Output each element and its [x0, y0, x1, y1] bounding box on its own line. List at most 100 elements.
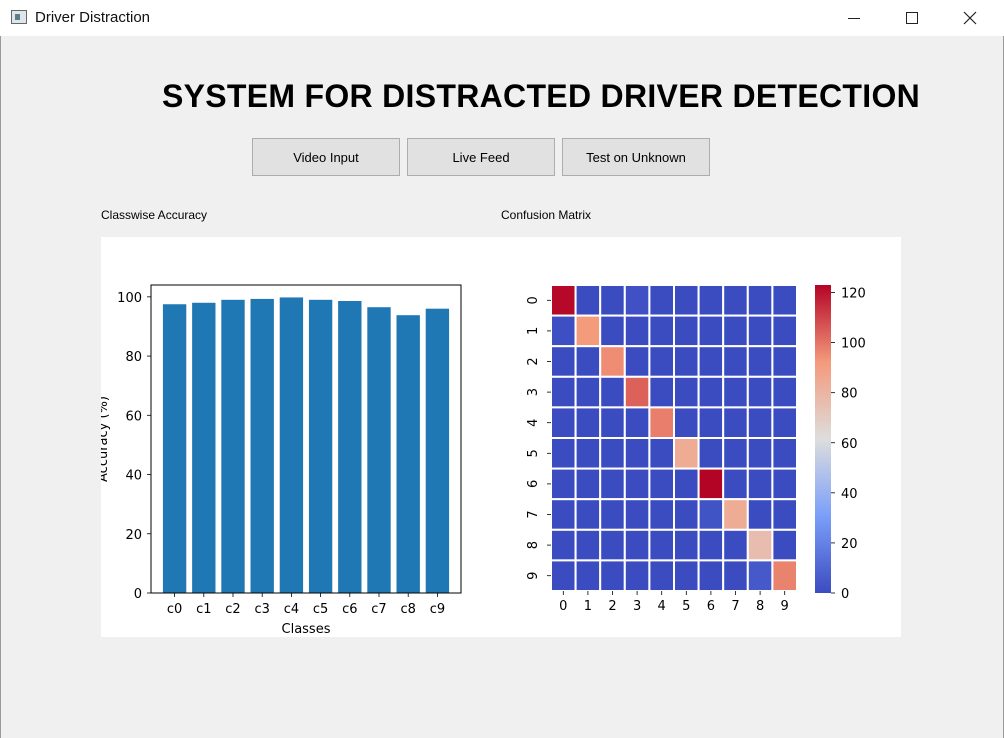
close-button[interactable] [941, 0, 999, 36]
heatmap-cell-2-0 [550, 345, 577, 378]
heatmap-cell-5-9 [771, 437, 799, 470]
x-tick-label-c2: c2 [225, 602, 240, 617]
plot-canvas: c0 c1 c2 c3 c4 c5 c6 c7 c8 c9 0 20 40 60 80 100 Classes A… [96, 237, 901, 637]
heatmap-cell-0-1 [574, 284, 602, 317]
maximize-button[interactable] [883, 0, 941, 36]
colorbar-tick-label-40: 40 [841, 487, 858, 502]
x-tick-label-c3: c3 [254, 602, 269, 617]
heatmap-cell-9-7 [722, 559, 749, 592]
heatmap-cell-3-1 [574, 375, 602, 409]
x-tick-label-c6: c6 [342, 602, 357, 617]
heatmap-cell-7-0 [550, 498, 577, 531]
x-tick-label-c1: c1 [196, 602, 211, 617]
heatmap-cell-7-1 [574, 498, 602, 531]
heatmap-cell-4-9 [771, 406, 799, 439]
heatmap-cell-5-6 [697, 437, 725, 470]
window-title: Driver Distraction [35, 9, 151, 26]
heatmap-cell-4-4 [648, 406, 676, 439]
heatmap-x-tick-label-6: 6 [707, 599, 715, 614]
heatmap-cell-4-3 [623, 406, 651, 439]
heatmap-cell-4-0 [550, 406, 577, 439]
heatmap-cell-2-7 [722, 345, 749, 378]
heatmap-cell-8-1 [574, 528, 602, 562]
y-axis-label: Accuracy (%) [101, 396, 111, 482]
heatmap-cell-8-5 [673, 528, 700, 562]
heatmap-cell-2-3 [623, 345, 651, 378]
window-frame-left [0, 36, 1, 738]
x-tick-label-c8: c8 [400, 602, 415, 617]
heatmap-cell-0-9 [771, 284, 799, 317]
test-on-unknown-button[interactable]: Test on Unknown [562, 138, 710, 176]
heatmap-cell-7-7 [722, 498, 749, 531]
heatmap-cell-9-2 [599, 559, 626, 592]
y-tick-label-0: 0 [134, 587, 142, 602]
heatmap-cell-3-8 [746, 375, 774, 409]
classwise-accuracy-caption: Classwise Accuracy [101, 208, 208, 222]
heatmap-y-tick-label-3: 3 [526, 388, 541, 396]
heatmap-cell-2-9 [771, 345, 799, 378]
page-title: SYSTEM FOR DISTRACTED DRIVER DETECTION [161, 78, 921, 114]
heatmap-cell-0-6 [697, 284, 725, 317]
bar-c5 [308, 299, 333, 593]
bar-c8 [396, 315, 420, 593]
heatmap-cell-0-8 [746, 284, 774, 317]
heatmap-cell-6-5 [673, 467, 700, 501]
heatmap-cell-0-4 [648, 284, 676, 317]
y-tick-label-20: 20 [125, 528, 142, 543]
heatmap-cell-7-3 [623, 498, 651, 531]
heatmap-cell-0-2 [599, 284, 626, 317]
heatmap-cell-0-0 [550, 284, 577, 317]
heatmap-cell-5-7 [722, 437, 749, 470]
heatmap-cell-9-1 [574, 559, 602, 592]
minimize-button[interactable] [825, 0, 883, 36]
heatmap-cell-7-8 [746, 498, 774, 531]
close-icon [963, 11, 977, 25]
heatmap-cell-6-9 [771, 467, 799, 501]
heatmap-cell-4-2 [599, 406, 626, 439]
heatmap-cell-9-8 [746, 559, 774, 592]
heatmap-y-tick-label-2: 2 [526, 357, 541, 365]
heatmap-cell-5-8 [746, 437, 774, 470]
heatmap-cell-1-3 [623, 314, 651, 348]
heatmap-cell-6-2 [599, 467, 626, 501]
heatmap-cell-7-4 [648, 498, 676, 531]
heatmap-x-tick-label-4: 4 [658, 599, 666, 614]
heatmap-cell-1-7 [722, 314, 749, 348]
heatmap-cell-1-0 [550, 314, 577, 348]
heatmap-y-tick-label-0: 0 [526, 296, 541, 304]
heatmap-cell-5-0 [550, 437, 577, 470]
heatmap-cell-7-5 [673, 498, 700, 531]
heatmap-cell-6-7 [722, 467, 749, 501]
video-input-button[interactable]: Video Input [252, 138, 400, 176]
heatmap-y-tick-label-5: 5 [526, 449, 541, 457]
heatmap-cell-8-2 [599, 528, 626, 562]
heatmap-cell-6-0 [550, 467, 577, 501]
minimize-icon [848, 18, 860, 19]
heatmap-cell-9-6 [697, 559, 725, 592]
x-tick-label-c4: c4 [284, 602, 299, 617]
heatmap-cell-6-8 [746, 467, 774, 501]
colorbar-tick-label-60: 60 [841, 437, 858, 452]
heatmap-cell-1-1 [574, 314, 602, 348]
heatmap-cell-3-5 [673, 375, 700, 409]
heatmap-cell-9-3 [623, 559, 651, 592]
heatmap-cell-5-2 [599, 437, 626, 470]
y-tick-label-40: 40 [125, 469, 142, 484]
colorbar-tick-label-120: 120 [841, 287, 866, 302]
heatmap-cell-8-6 [697, 528, 725, 562]
colorbar-tick-label-80: 80 [841, 387, 858, 402]
heatmap-cell-4-1 [574, 406, 602, 439]
heatmap-x-tick-label-0: 0 [559, 599, 567, 614]
bar-c9 [425, 308, 450, 593]
y-tick-label-60: 60 [125, 409, 142, 424]
heatmap-y-tick-label-8: 8 [526, 541, 541, 549]
bar-c1 [192, 302, 216, 593]
plot-svg: c0 c1 c2 c3 c4 c5 c6 c7 c8 c9020406080100ClassesA… [96, 284, 866, 637]
live-feed-button[interactable]: Live Feed [407, 138, 555, 176]
heatmap-cell-2-1 [574, 345, 602, 378]
heatmap-cell-0-5 [673, 284, 700, 317]
heatmap-x-tick-label-8: 8 [756, 599, 764, 614]
heatmap-cell-8-0 [550, 528, 577, 562]
x-tick-label-c0: c0 [167, 602, 182, 617]
heatmap-cell-9-4 [648, 559, 676, 592]
